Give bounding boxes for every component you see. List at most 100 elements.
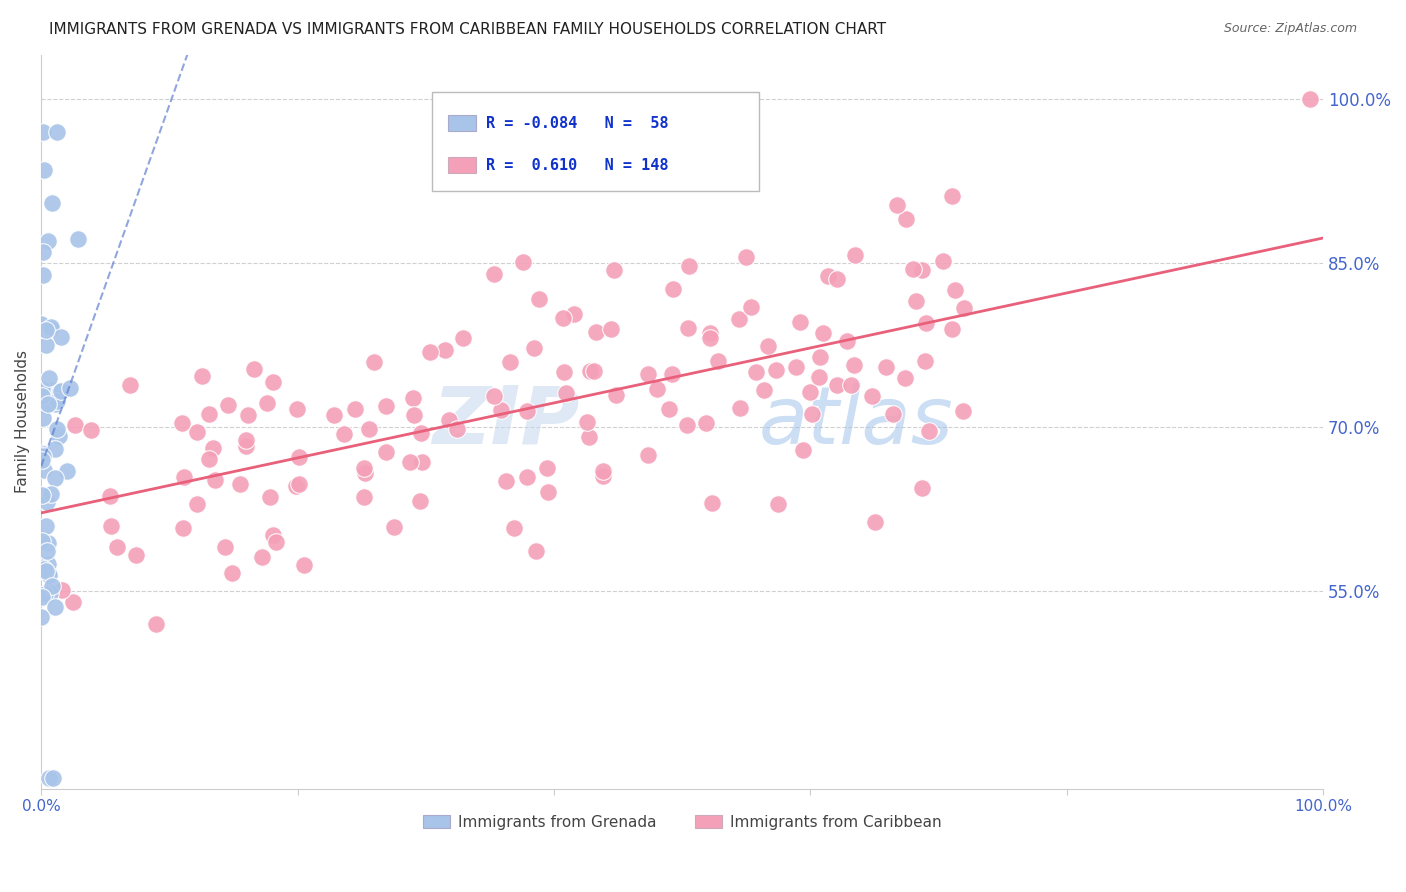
Point <box>582 364 605 378</box>
Point <box>529 292 551 306</box>
Point <box>825 271 848 285</box>
Point <box>292 558 315 573</box>
Y-axis label: Family Households: Family Households <box>15 351 30 493</box>
Text: Source: ZipAtlas.com: Source: ZipAtlas.com <box>1223 22 1357 36</box>
Point <box>523 341 546 355</box>
Point <box>904 293 927 308</box>
Point <box>173 470 195 484</box>
Point <box>941 322 963 336</box>
Point <box>875 360 897 375</box>
Point <box>661 368 683 382</box>
Point <box>235 434 257 448</box>
Point <box>727 312 749 326</box>
Point <box>333 427 356 442</box>
Point <box>198 452 221 467</box>
Point <box>264 534 287 549</box>
Point <box>31 389 53 403</box>
Point <box>322 408 344 422</box>
Point <box>38 371 60 385</box>
Point <box>658 401 681 416</box>
Point <box>382 520 405 534</box>
Point <box>863 515 886 529</box>
Point <box>285 401 308 416</box>
Point <box>31 535 53 549</box>
Point <box>218 398 240 412</box>
Point <box>537 485 560 500</box>
Point <box>555 385 578 400</box>
Point <box>353 490 375 504</box>
Point <box>31 268 53 282</box>
Point <box>402 409 425 423</box>
Point <box>941 188 963 202</box>
Point <box>817 268 839 283</box>
Point <box>198 407 221 421</box>
Point <box>37 536 59 550</box>
Point <box>98 489 121 503</box>
Point <box>32 245 55 260</box>
Point <box>288 477 311 491</box>
Point <box>837 334 859 348</box>
Point <box>256 396 278 410</box>
Point <box>789 315 811 329</box>
FancyBboxPatch shape <box>447 115 475 131</box>
Point <box>740 300 762 314</box>
Point <box>799 384 821 399</box>
Point <box>915 316 938 330</box>
Point <box>49 330 72 344</box>
Point <box>56 464 79 478</box>
Point <box>34 337 56 351</box>
Point <box>676 320 699 334</box>
Point <box>31 453 53 467</box>
Point <box>484 388 506 402</box>
Point <box>31 488 53 502</box>
Point <box>31 446 53 460</box>
Point <box>603 262 626 277</box>
Point <box>768 497 790 511</box>
Point <box>48 429 70 443</box>
Point <box>30 318 52 332</box>
Point <box>516 404 538 418</box>
Point <box>637 367 659 381</box>
Point <box>911 263 934 277</box>
Point <box>553 366 575 380</box>
Point <box>288 450 311 464</box>
Point <box>901 261 924 276</box>
Point <box>489 403 512 417</box>
Point <box>31 532 53 546</box>
Point <box>191 369 214 384</box>
Point <box>37 396 59 410</box>
Point <box>259 490 281 504</box>
Point <box>524 544 547 558</box>
Point <box>516 470 538 484</box>
Point <box>37 544 59 558</box>
Point <box>600 322 623 336</box>
Point <box>46 125 69 139</box>
Point <box>31 449 53 463</box>
Point <box>243 362 266 376</box>
Point <box>204 473 226 487</box>
Point <box>695 417 717 431</box>
Point <box>419 344 441 359</box>
Point <box>31 590 53 604</box>
Point <box>172 416 194 430</box>
Legend: Immigrants from Grenada, Immigrants from Caribbean: Immigrants from Grenada, Immigrants from… <box>416 809 948 836</box>
Point <box>30 610 52 624</box>
Point <box>943 283 966 297</box>
Point <box>34 587 56 601</box>
Point <box>553 310 575 325</box>
Point <box>359 422 381 436</box>
Point <box>699 326 721 340</box>
Point <box>100 519 122 533</box>
Point <box>409 494 432 508</box>
Point <box>495 474 517 488</box>
Point <box>811 326 834 340</box>
Point <box>637 448 659 462</box>
Point <box>844 358 866 372</box>
Point <box>118 378 141 392</box>
Point <box>32 411 55 425</box>
Point <box>201 442 224 456</box>
Point <box>51 582 73 597</box>
Point <box>592 464 614 478</box>
Point <box>46 422 69 436</box>
FancyBboxPatch shape <box>432 92 759 191</box>
